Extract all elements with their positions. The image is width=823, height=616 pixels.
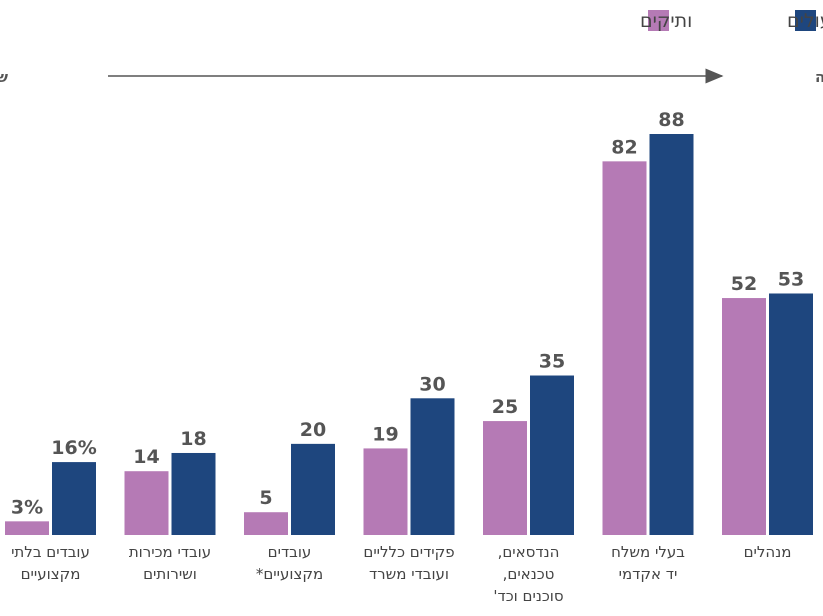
value-label: 3% [11,496,43,518]
bar [171,452,216,535]
bar [602,161,647,535]
value-label: 53 [778,268,804,290]
bar [291,443,335,535]
value-label: 30 [419,373,445,395]
legend-swatch [795,10,816,31]
bar [410,398,455,535]
bar [769,293,813,535]
value-label: 20 [300,419,326,441]
value-label: 19 [372,423,398,445]
category-label: מנהלים [743,543,792,561]
annotation-high: שכר גבוה [815,68,823,86]
legend-label: ותיקים [640,10,692,32]
value-label: 52 [731,273,757,295]
bar [363,448,408,535]
bar [722,298,766,535]
value-label: 82 [611,136,637,158]
category-label: עובדים מקצועיים* [255,543,324,583]
bar [52,462,96,535]
bar [244,512,288,535]
category-label: הנדסאים, טכנאים, סוכנים וכד' [493,543,564,605]
value-label: 25 [492,396,518,418]
bar [530,375,574,535]
annotation-low: שכר נמוך [0,68,9,86]
value-label: 88 [658,109,684,131]
category-label: בעלי משלח יד אקדמי [611,543,685,583]
bar [124,471,169,535]
legend-label: עולים [787,10,823,32]
category-label: עובדי מכירות ושירותים [128,543,212,583]
value-label: 5 [259,487,272,509]
legend-swatch [648,10,669,31]
bar [649,134,694,535]
value-label: 18 [180,428,206,450]
category-label: פקידים כלליים ועובדי משרד [363,543,455,583]
bar [5,521,49,535]
category-label: עובדים בלתי מקצועיים [11,543,90,583]
value-label: 16% [51,437,96,459]
value-label: 14 [133,446,159,468]
value-label: 35 [539,351,565,373]
bar [483,421,527,535]
